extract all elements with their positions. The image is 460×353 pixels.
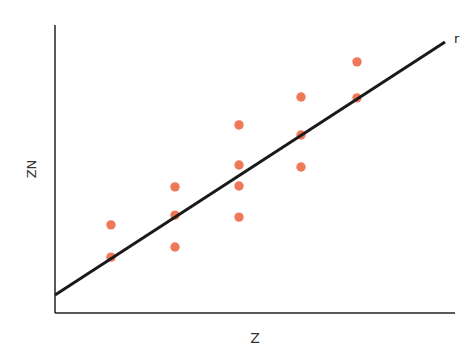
point [234, 120, 243, 129]
point [234, 160, 243, 169]
point [352, 57, 361, 66]
x-axis-label: Z [250, 330, 260, 346]
point [106, 220, 115, 229]
point [170, 182, 179, 191]
y-axis [54, 25, 56, 313]
point [170, 242, 179, 251]
y-axis-label: ZN [24, 160, 39, 179]
point [296, 162, 305, 171]
plot-area [55, 42, 445, 295]
point [296, 92, 305, 101]
point [234, 212, 243, 221]
regression-line [55, 42, 445, 295]
chart: r Z ZN [0, 0, 460, 353]
line-label: r [454, 31, 460, 46]
chart-svg: r Z ZN [0, 0, 460, 353]
point [234, 181, 243, 190]
x-axis [55, 312, 455, 314]
